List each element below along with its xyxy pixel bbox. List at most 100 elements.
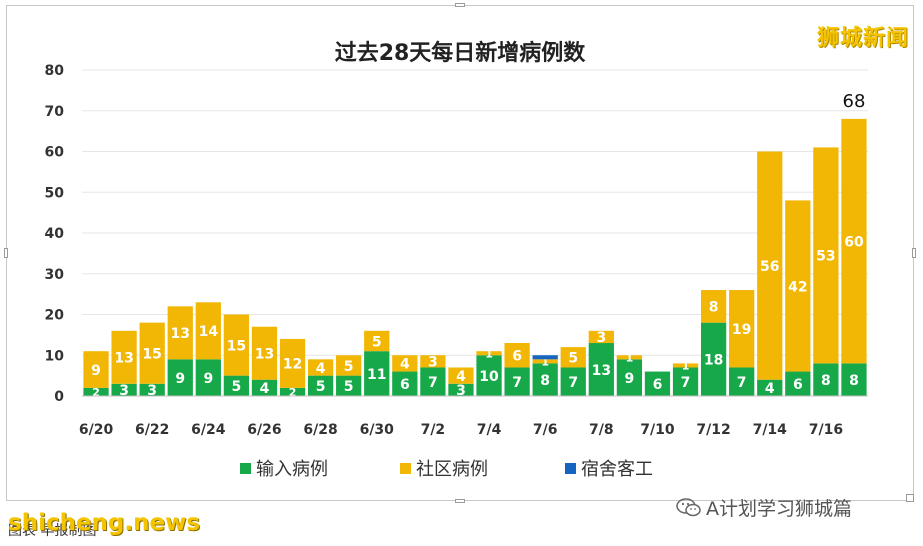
bar-segment bbox=[392, 355, 418, 372]
data-label: 1 bbox=[541, 356, 549, 369]
bar-segment bbox=[251, 379, 278, 396]
data-label: 7 bbox=[512, 375, 522, 391]
y-axis: 0 10 20 30 40 50 60 70 80 bbox=[45, 63, 65, 405]
bar-segment bbox=[83, 387, 109, 396]
x-tick-label: 7/10 bbox=[640, 422, 675, 438]
y-tick-label: 10 bbox=[45, 348, 65, 364]
data-label: 6 bbox=[793, 377, 803, 393]
bar-segment bbox=[223, 375, 250, 396]
x-tick-label: 7/12 bbox=[696, 422, 730, 438]
bar-segment bbox=[448, 367, 474, 384]
x-tick-label: 6/28 bbox=[303, 422, 337, 438]
bar-segment bbox=[532, 363, 558, 396]
legend-swatch bbox=[240, 463, 251, 474]
wechat-tag: A计划学习狮城篇 bbox=[676, 494, 852, 521]
y-tick-label: 40 bbox=[45, 226, 65, 242]
bar-segment bbox=[420, 367, 446, 396]
bar-segment bbox=[588, 343, 614, 396]
data-label: 9 bbox=[625, 371, 635, 387]
resize-handle-left[interactable] bbox=[4, 248, 8, 258]
resize-handle-right[interactable] bbox=[912, 248, 916, 258]
data-label: 18 bbox=[704, 353, 723, 369]
data-label: 15 bbox=[142, 347, 161, 363]
bar-segment bbox=[700, 290, 727, 323]
data-label: 6 bbox=[653, 377, 663, 393]
x-tick-label: 7/6 bbox=[533, 422, 558, 438]
bar-segment bbox=[560, 367, 586, 396]
x-tick-label: 6/30 bbox=[360, 422, 395, 438]
bar-segment bbox=[336, 375, 362, 396]
resize-handle-corner[interactable] bbox=[906, 494, 914, 502]
data-label: 7 bbox=[681, 375, 691, 391]
bar-segment bbox=[757, 379, 783, 396]
legend-swatch bbox=[400, 463, 411, 474]
bar-segment bbox=[139, 383, 165, 396]
data-label: 3 bbox=[119, 383, 129, 399]
bar-segment bbox=[672, 363, 699, 368]
bar-segment bbox=[336, 355, 362, 376]
y-tick-label: 60 bbox=[45, 145, 65, 161]
data-label: 4 bbox=[400, 357, 410, 373]
bar-segment bbox=[813, 147, 839, 364]
bar-segment bbox=[841, 118, 867, 364]
bar-segment bbox=[279, 387, 306, 396]
data-label: 3 bbox=[456, 383, 466, 399]
bar-segment bbox=[111, 330, 137, 384]
bar-segment bbox=[139, 322, 165, 384]
x-tick-label: 7/2 bbox=[421, 422, 446, 438]
data-label: 13 bbox=[255, 347, 274, 363]
bar-segment bbox=[700, 322, 727, 396]
x-tick-label: 6/24 bbox=[191, 422, 226, 438]
bar-segment bbox=[448, 383, 474, 396]
data-label: 5 bbox=[344, 379, 354, 395]
data-label: 1 bbox=[682, 360, 690, 373]
bar-segment bbox=[476, 351, 502, 356]
bar-segment bbox=[532, 355, 558, 360]
data-label: 5 bbox=[344, 359, 354, 375]
resize-handle-bottom[interactable] bbox=[455, 499, 465, 503]
data-label: 19 bbox=[732, 322, 751, 338]
resize-handle-top[interactable] bbox=[455, 3, 465, 7]
data-label: 9 bbox=[203, 371, 213, 387]
bar-segment bbox=[111, 383, 137, 396]
bar-segment bbox=[167, 306, 193, 360]
bar-segment bbox=[560, 347, 586, 368]
bar-segment bbox=[392, 371, 418, 396]
bar-segment bbox=[195, 359, 221, 396]
data-label: 4 bbox=[316, 361, 326, 377]
data-label: 13 bbox=[171, 326, 190, 342]
data-label: 2 bbox=[92, 386, 100, 399]
data-label: 13 bbox=[114, 351, 133, 367]
bar-segment bbox=[251, 326, 278, 380]
bar-segment bbox=[364, 330, 390, 352]
bar-segment bbox=[279, 338, 306, 388]
bar-segment bbox=[420, 355, 446, 368]
data-label: 11 bbox=[367, 367, 386, 383]
bar-segment bbox=[504, 367, 530, 396]
x-tick-label: 6/22 bbox=[135, 422, 169, 438]
data-label: 56 bbox=[760, 259, 779, 275]
wechat-tag-text: A计划学习狮城篇 bbox=[706, 498, 852, 520]
data-label: 3 bbox=[596, 330, 606, 346]
data-label: 9 bbox=[91, 363, 101, 379]
chart-legend: 输入病例 社区病例 宿舍客工 bbox=[240, 459, 653, 480]
y-tick-label: 50 bbox=[45, 185, 65, 201]
total-label: 68 bbox=[843, 91, 866, 112]
data-label: 5 bbox=[568, 351, 578, 367]
bar-segment bbox=[785, 371, 811, 396]
y-tick-label: 80 bbox=[45, 63, 65, 79]
data-label: 53 bbox=[816, 249, 835, 265]
x-tick-label: 7/16 bbox=[809, 422, 843, 438]
y-tick-label: 70 bbox=[45, 104, 65, 120]
bar-segment bbox=[195, 302, 221, 360]
data-label: 15 bbox=[227, 338, 246, 354]
y-tick-label: 30 bbox=[45, 267, 65, 283]
legend-swatch bbox=[565, 463, 576, 474]
bar-segment bbox=[588, 330, 614, 344]
data-label: 3 bbox=[147, 383, 157, 399]
data-label: 5 bbox=[232, 379, 242, 395]
data-label: 4 bbox=[260, 381, 270, 397]
chart-title: 过去28天每日新增病例数 bbox=[335, 40, 587, 66]
